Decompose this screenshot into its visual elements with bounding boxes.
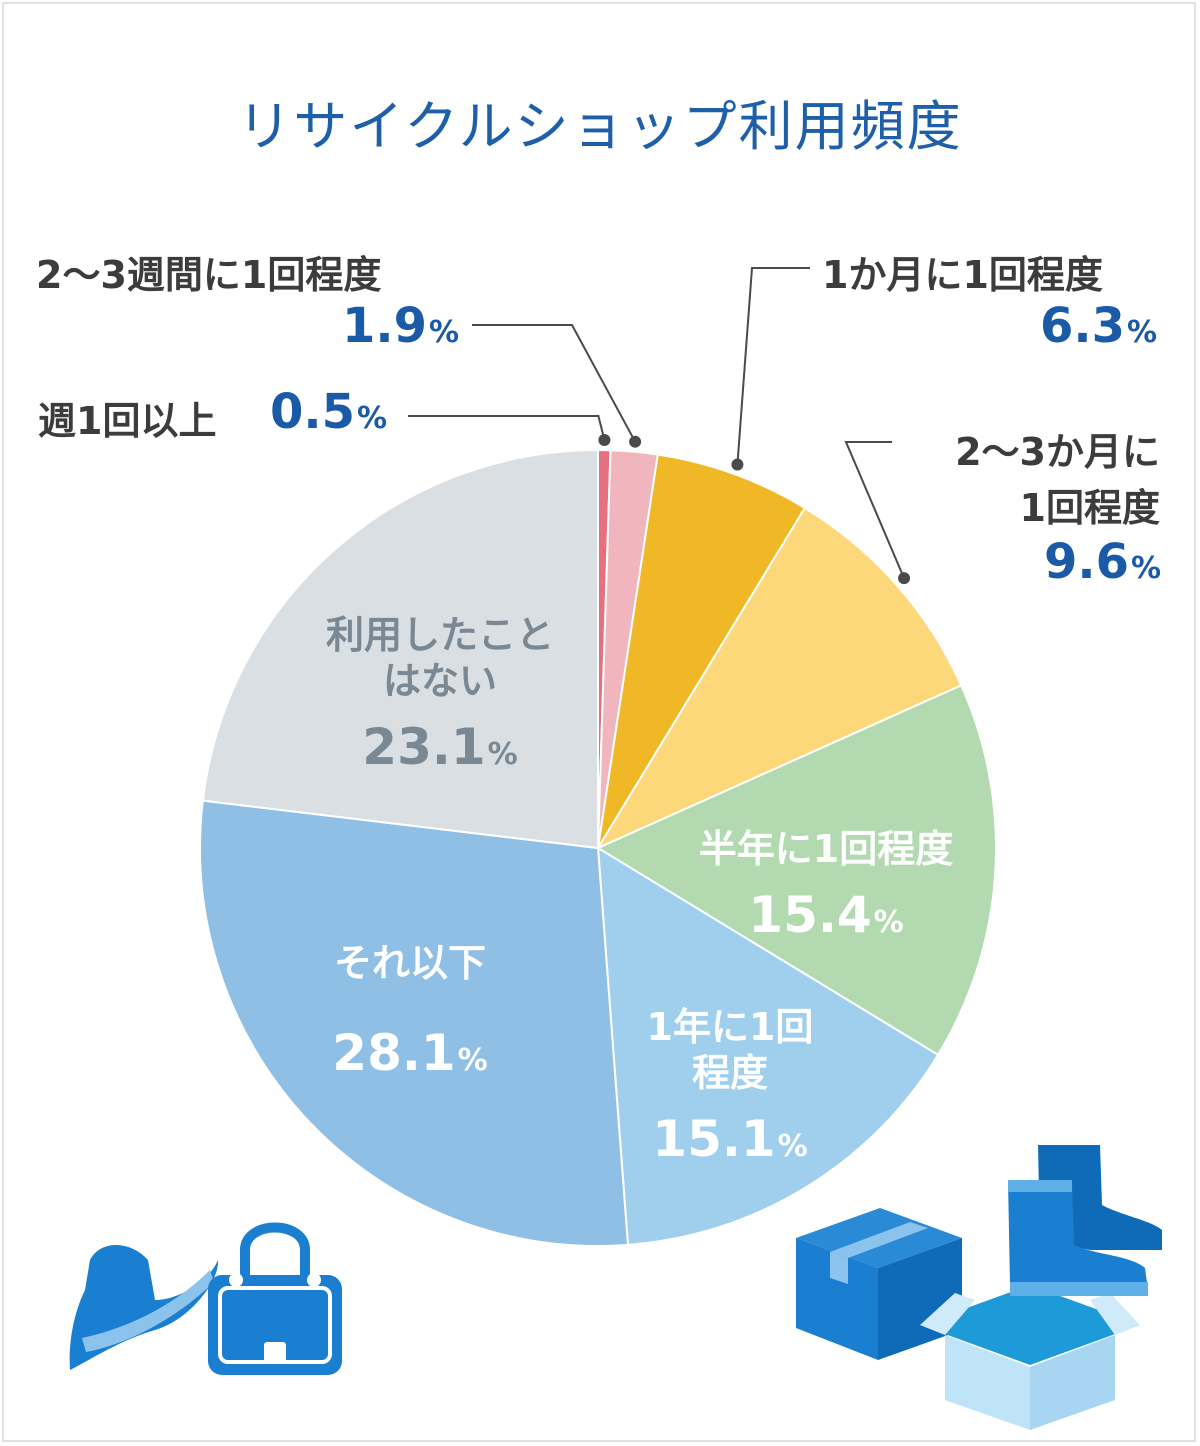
label-bimonthly-line2: 1回程度 xyxy=(1019,486,1160,530)
leader-dot-biweekly xyxy=(629,435,642,448)
label-halfyear-text: 半年に1回程度 xyxy=(698,827,954,871)
value-less-unit: % xyxy=(457,1043,488,1078)
label-never: 利用したこと はない 23.1% xyxy=(300,612,580,776)
pie-slice-yearly xyxy=(596,846,940,1246)
value-biweekly: 1.9% xyxy=(342,298,459,354)
handbag-icon xyxy=(208,1222,342,1375)
label-halfyear: 半年に1回程度 15.4% xyxy=(676,826,976,944)
label-never-line1: 利用したこと xyxy=(325,613,554,657)
pie-slice-monthly xyxy=(597,453,807,849)
value-biweekly-unit: % xyxy=(429,315,460,350)
value-yearly-number: 15.1 xyxy=(652,1110,776,1168)
leader-line-weekly xyxy=(408,415,606,441)
label-yearly-line1: 1年に1回 xyxy=(646,1005,814,1049)
leader-line-biweekly xyxy=(472,324,636,443)
leader-line-bimonthly xyxy=(844,441,905,579)
pie-slice-less xyxy=(199,799,630,1247)
value-monthly-number: 6.3 xyxy=(1040,298,1126,354)
label-bimonthly-line1: 2〜3か月に xyxy=(955,430,1160,474)
label-yearly: 1年に1回 程度 15.1% xyxy=(610,1004,850,1168)
value-halfyear-unit: % xyxy=(873,905,904,940)
value-weekly: 0.5% xyxy=(270,384,387,440)
label-weekly: 週1回以上 xyxy=(38,399,217,443)
value-never-unit: % xyxy=(487,737,518,772)
value-bimonthly-number: 9.6 xyxy=(1044,534,1130,590)
value-never: 23.1% xyxy=(300,718,580,776)
value-less-number: 28.1 xyxy=(332,1024,456,1082)
value-halfyear: 15.4% xyxy=(676,886,976,944)
value-biweekly-number: 1.9 xyxy=(342,298,428,354)
cardboard-box-icon xyxy=(796,1208,962,1360)
label-biweekly: 2〜3週間に1回程度 xyxy=(36,253,382,297)
value-less: 28.1% xyxy=(300,1024,520,1082)
label-monthly: 1か月に1回程度 xyxy=(822,253,1103,297)
value-monthly: 6.3% xyxy=(1040,298,1157,354)
hat-icon xyxy=(69,1245,219,1370)
leader-dot-weekly xyxy=(598,434,611,447)
label-never-line2: はない xyxy=(382,659,497,703)
leader-line-monthly xyxy=(736,267,810,465)
value-bimonthly-unit: % xyxy=(1131,551,1162,586)
value-yearly: 15.1% xyxy=(610,1110,850,1168)
value-weekly-unit: % xyxy=(357,401,388,436)
label-bimonthly: 2〜3か月に 1回程度 xyxy=(955,424,1160,536)
value-yearly-unit: % xyxy=(777,1129,808,1164)
pie-slice-bimonthly xyxy=(595,506,963,851)
value-monthly-unit: % xyxy=(1127,315,1158,350)
value-bimonthly: 9.6% xyxy=(1044,534,1161,590)
leader-dot-monthly xyxy=(731,458,744,471)
value-halfyear-number: 15.4 xyxy=(748,886,872,944)
label-less-text: それ以下 xyxy=(333,941,486,985)
pie-slice-never xyxy=(201,448,599,850)
label-less: それ以下 28.1% xyxy=(300,940,520,1082)
pie-slice-halfyear xyxy=(595,684,997,1057)
value-weekly-number: 0.5 xyxy=(270,384,356,440)
boots-icon xyxy=(1008,1145,1162,1296)
leader-dot-bimonthly xyxy=(898,572,911,585)
value-never-number: 23.1 xyxy=(362,718,486,776)
chart-title: リサイクルショップ利用頻度 xyxy=(237,95,963,158)
open-box-icon xyxy=(920,1285,1140,1430)
label-yearly-line2: 程度 xyxy=(691,1051,768,1095)
